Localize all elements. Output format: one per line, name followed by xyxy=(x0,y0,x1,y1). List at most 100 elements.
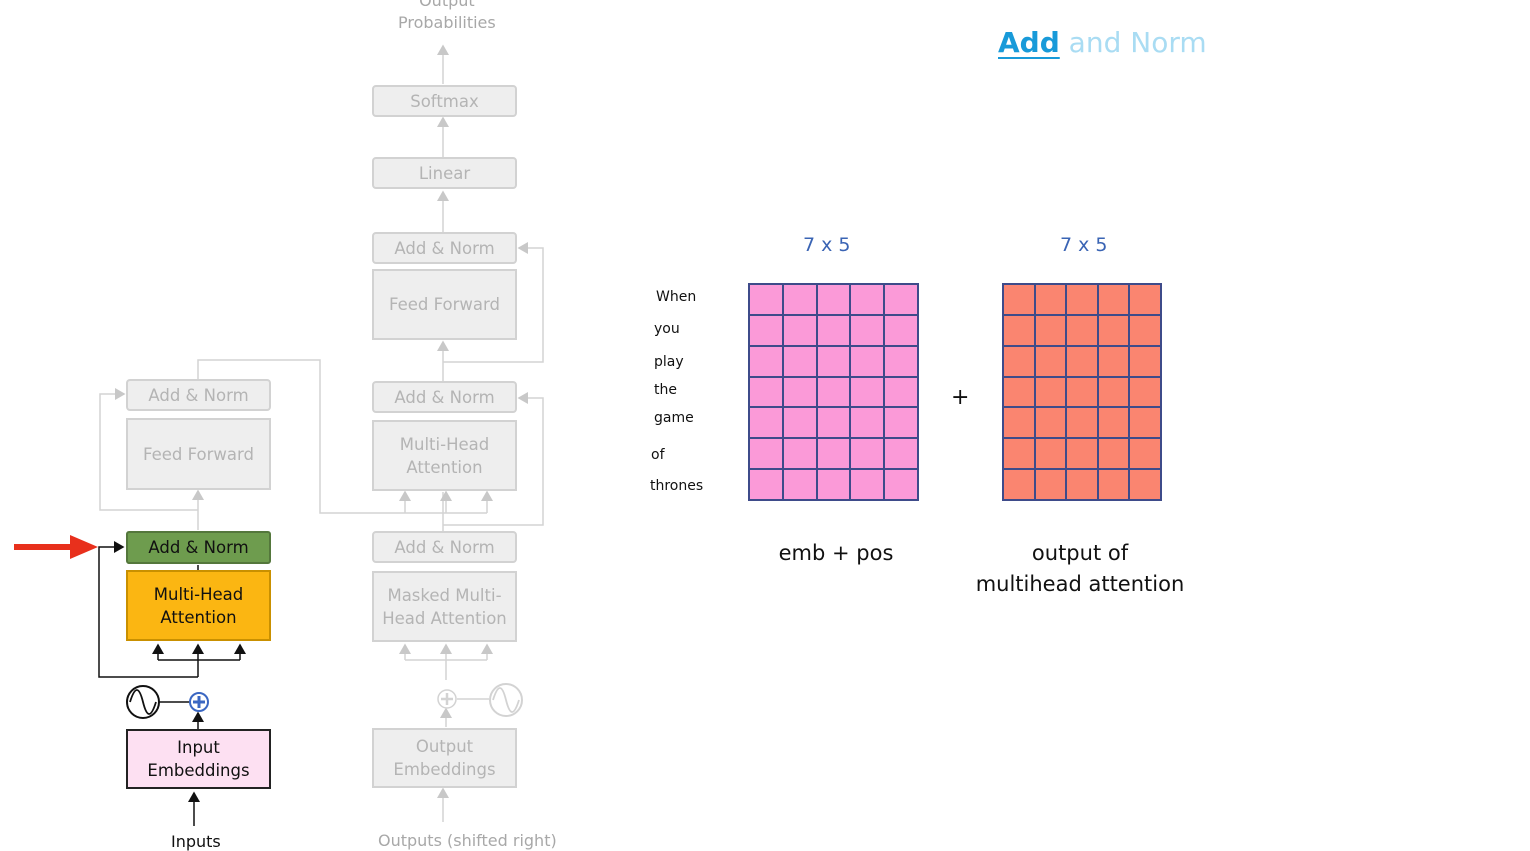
matrix-cell xyxy=(1004,408,1034,438)
encoder-inputs-label: Inputs xyxy=(171,832,221,851)
matrix-cell xyxy=(1067,408,1097,438)
title-accent: Add xyxy=(998,26,1060,59)
matrix-cell xyxy=(783,315,816,345)
matrix-cell xyxy=(783,470,816,499)
matrix-cell xyxy=(885,439,917,469)
matrix-cell xyxy=(1130,377,1160,407)
matrix-cell xyxy=(783,377,816,407)
emb-pos-matrix xyxy=(748,283,919,501)
left-matrix-caption: emb + pos xyxy=(778,541,894,565)
matrix-cell xyxy=(750,315,782,345)
encoder-plus-circle-icon xyxy=(189,692,209,712)
attention-output-matrix xyxy=(1002,283,1162,501)
right-matrix-dims: 7 x 5 xyxy=(1060,234,1108,256)
decoder-plus-circle-icon xyxy=(437,689,457,709)
matrix-cell xyxy=(1035,377,1066,407)
encoder-add-norm-top: Add & Norm xyxy=(126,379,271,411)
matrix-cell xyxy=(1067,470,1097,499)
encoder-multi-head-attention-block: Multi-Head Attention xyxy=(126,570,271,641)
sentence-word: game xyxy=(654,410,694,426)
decoder-multi-head-attention-block: Multi-Head Attention xyxy=(372,420,517,491)
matrix-cell xyxy=(851,346,884,376)
matrix-cell xyxy=(817,439,850,469)
slide-title: Add and Norm xyxy=(998,26,1207,59)
decoder-add-norm-1: Add & Norm xyxy=(372,531,517,563)
sentence-word: When xyxy=(656,289,697,305)
decoder-add-norm-3: Add & Norm xyxy=(372,232,517,264)
matrix-cell xyxy=(885,315,917,345)
matrix-cell xyxy=(851,377,884,407)
matrix-cell xyxy=(1098,377,1129,407)
matrix-cell xyxy=(885,470,917,499)
decoder-sine-wave-icon xyxy=(489,683,523,717)
matrix-cell xyxy=(817,470,850,499)
matrix-cell xyxy=(1130,408,1160,438)
matrix-cell xyxy=(817,285,850,314)
matrix-cell xyxy=(1004,377,1034,407)
encoder-feed-forward-block: Feed Forward xyxy=(126,418,271,490)
matrix-cell xyxy=(1067,439,1097,469)
matrix-cell xyxy=(885,377,917,407)
matrix-cell xyxy=(1098,439,1129,469)
matrix-cell xyxy=(1130,315,1160,345)
matrix-cell xyxy=(1004,285,1034,314)
matrix-cell xyxy=(1067,346,1097,376)
decoder-outputs-label: Outputs (shifted right) xyxy=(378,831,557,850)
matrix-cell xyxy=(783,439,816,469)
matrix-cell xyxy=(1130,285,1160,314)
matrix-cell xyxy=(750,439,782,469)
decoder-add-norm-2: Add & Norm xyxy=(372,381,517,413)
matrix-cell xyxy=(1035,408,1066,438)
matrix-cell xyxy=(817,377,850,407)
right-matrix-caption: output of multihead attention xyxy=(975,541,1185,596)
matrix-cell xyxy=(1035,439,1066,469)
matrix-cell xyxy=(1130,346,1160,376)
matrix-cell xyxy=(1067,315,1097,345)
matrix-cell xyxy=(817,346,850,376)
sentence-word: thrones xyxy=(650,478,704,494)
matrix-cell xyxy=(1098,315,1129,345)
sentence-word: of xyxy=(651,447,665,463)
sentence-word: you xyxy=(654,321,680,337)
matrix-cell xyxy=(885,346,917,376)
matrix-cell xyxy=(1098,470,1129,499)
matrix-cell xyxy=(1035,470,1066,499)
decoder-softmax-block: Softmax xyxy=(372,85,517,117)
matrix-cell xyxy=(1035,285,1066,314)
matrix-cell xyxy=(851,315,884,345)
decoder-masked-attention-block: Masked Multi- Head Attention xyxy=(372,571,517,642)
matrix-cell xyxy=(851,285,884,314)
matrix-cell xyxy=(851,408,884,438)
pointer-arrow-icon xyxy=(14,535,98,559)
matrix-cell xyxy=(817,315,850,345)
matrix-cell xyxy=(750,377,782,407)
matrix-cell xyxy=(783,285,816,314)
plus-operator: + xyxy=(951,385,970,410)
matrix-cell xyxy=(851,439,884,469)
matrix-cell xyxy=(1004,315,1034,345)
matrix-cell xyxy=(750,470,782,499)
encoder-add-norm-active: Add & Norm xyxy=(126,531,271,564)
matrix-cell xyxy=(1067,285,1097,314)
matrix-cell xyxy=(817,408,850,438)
matrix-cell xyxy=(885,285,917,314)
matrix-cell xyxy=(1098,285,1129,314)
matrix-cell xyxy=(750,346,782,376)
matrix-cell xyxy=(1035,346,1066,376)
decoder-output-embeddings-block: Output Embeddings xyxy=(372,728,517,788)
encoder-input-embeddings-block: Input Embeddings xyxy=(126,729,271,789)
matrix-cell xyxy=(1004,346,1034,376)
decoder-feed-forward-block: Feed Forward xyxy=(372,269,517,340)
matrix-cell xyxy=(1130,439,1160,469)
matrix-cell xyxy=(783,408,816,438)
matrix-cell xyxy=(750,285,782,314)
matrix-cell xyxy=(1130,470,1160,499)
matrix-cell xyxy=(750,408,782,438)
matrix-cell xyxy=(1035,315,1066,345)
encoder-sine-wave-icon xyxy=(126,685,160,719)
sentence-word: play xyxy=(654,354,684,370)
matrix-cell xyxy=(885,408,917,438)
matrix-cell xyxy=(851,470,884,499)
sentence-word: the xyxy=(654,382,677,398)
